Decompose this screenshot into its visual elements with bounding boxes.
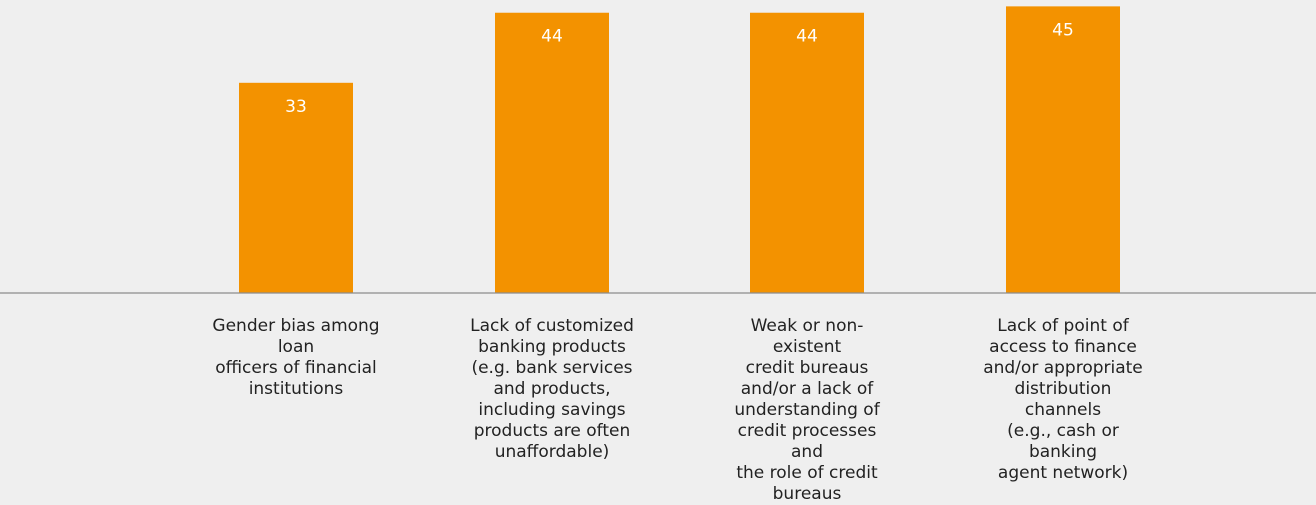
data-label-2: 44 xyxy=(541,27,563,47)
category-label: Lack of point of access to finance and/o… xyxy=(983,316,1143,483)
chart-plot-area: 33 44 44 45 xyxy=(0,6,1316,294)
data-label-4: 45 xyxy=(1052,20,1074,40)
category-label: Lack of customized banking products (e.g… xyxy=(470,316,634,462)
bar-3 xyxy=(750,12,864,293)
bar-4 xyxy=(1006,6,1120,293)
bar-chart: 33 44 44 45 Gender bias among loan officers… xyxy=(0,6,1316,504)
category-label: Gender bias among loan officers of finan… xyxy=(212,316,380,399)
data-label-1: 33 xyxy=(285,97,307,117)
bar-2 xyxy=(495,12,609,293)
data-label-3: 44 xyxy=(796,27,818,47)
bar-1 xyxy=(239,82,353,293)
category-label: Weak or non-existent credit bureaus and/… xyxy=(734,316,880,504)
bars-group: 33 44 44 45 xyxy=(239,6,1120,293)
